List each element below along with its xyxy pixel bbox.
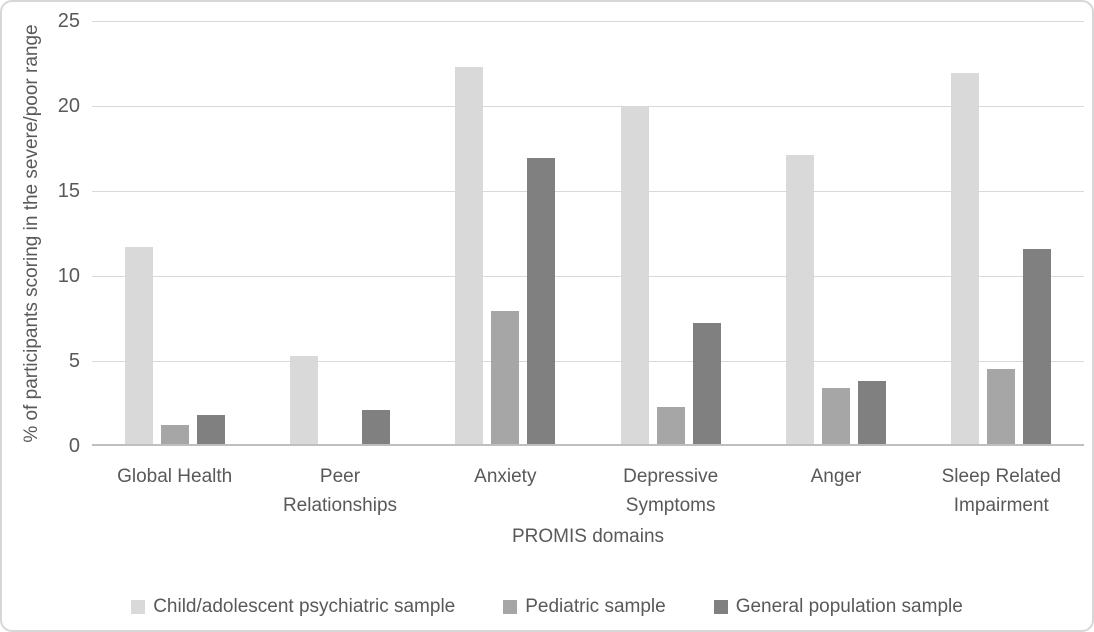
category-label: Anxiety: [474, 466, 537, 487]
gridline: [92, 276, 1084, 277]
y-axis-title: % of participants scoring in the severe/…: [18, 21, 46, 446]
y-tick-label: 25: [57, 10, 80, 32]
category-label: Global Health: [117, 466, 233, 487]
gridline: [92, 361, 1084, 362]
legend-swatch-icon: [503, 600, 518, 614]
bar-child-adolescent-psychiatric-sample: [620, 107, 649, 444]
legend-label: General population sample: [735, 596, 963, 617]
legend-swatch-icon: [713, 600, 728, 614]
bar-child-adolescent-psychiatric-sample: [785, 155, 814, 444]
bar-child-adolescent-psychiatric-sample: [124, 246, 153, 444]
bar-pediatric-sample: [491, 311, 520, 444]
y-tick-label: 10: [57, 265, 80, 287]
bar-group-anger: [753, 21, 918, 444]
legend-label: Child/adolescent psychiatric sample: [153, 596, 456, 617]
gridline: [92, 21, 1084, 22]
bar-child-adolescent-psychiatric-sample: [455, 66, 484, 444]
bar-general-population-sample: [527, 158, 556, 444]
bar-child-adolescent-psychiatric-sample: [289, 355, 318, 444]
bar-child-adolescent-psychiatric-sample: [951, 73, 980, 444]
bar-pediatric-sample: [821, 387, 850, 444]
x-axis-title: PROMIS domains: [511, 526, 665, 547]
y-axis-title-text: % of participants scoring in the severe/…: [21, 24, 42, 443]
legend-item-pediatric-sample: Pediatric sample: [503, 596, 666, 618]
bar-pediatric-sample: [987, 369, 1016, 444]
plot-area: [92, 21, 1084, 446]
y-tick-label: 0: [68, 435, 80, 457]
legend-label: Pediatric sample: [525, 596, 666, 617]
bar-general-population-sample: [692, 323, 721, 444]
y-tick-label: 20: [57, 95, 80, 117]
y-tick-label: 15: [57, 180, 80, 202]
bar-general-population-sample: [196, 415, 225, 444]
bar-general-population-sample: [1023, 248, 1052, 444]
legend-item-general-population-sample: General population sample: [713, 596, 963, 618]
bar-pediatric-sample: [656, 406, 685, 444]
category-label: Anger: [810, 466, 862, 487]
bar-group-global-health: [92, 21, 257, 444]
category-label: Peer Relationships: [282, 466, 398, 516]
bar-pediatric-sample: [160, 425, 189, 444]
bar-general-population-sample: [857, 381, 886, 444]
bar-group-depressive-symptoms: [588, 21, 753, 444]
bar-group-anxiety: [423, 21, 588, 444]
bar-groups: [92, 21, 1084, 444]
y-tick-label: 5: [68, 350, 80, 372]
bar-group-sleep-related-impairment: [919, 21, 1084, 444]
legend: Child/adolescent psychiatric sample Pedia…: [2, 596, 1092, 618]
category-label: Depressive Symptoms: [623, 466, 719, 516]
bar-group-peer-relationships: [257, 21, 422, 444]
x-axis-category-labels: Global Health Peer Relationships Anxiety De…: [92, 462, 1084, 520]
category-label: Sleep Related Impairment: [941, 466, 1061, 516]
gridline: [92, 106, 1084, 107]
legend-swatch-icon: [131, 600, 146, 614]
gridline: [92, 191, 1084, 192]
bar-general-population-sample: [361, 410, 390, 444]
legend-item-child-adolescent-psychiatric-sample: Child/adolescent psychiatric sample: [131, 596, 455, 618]
